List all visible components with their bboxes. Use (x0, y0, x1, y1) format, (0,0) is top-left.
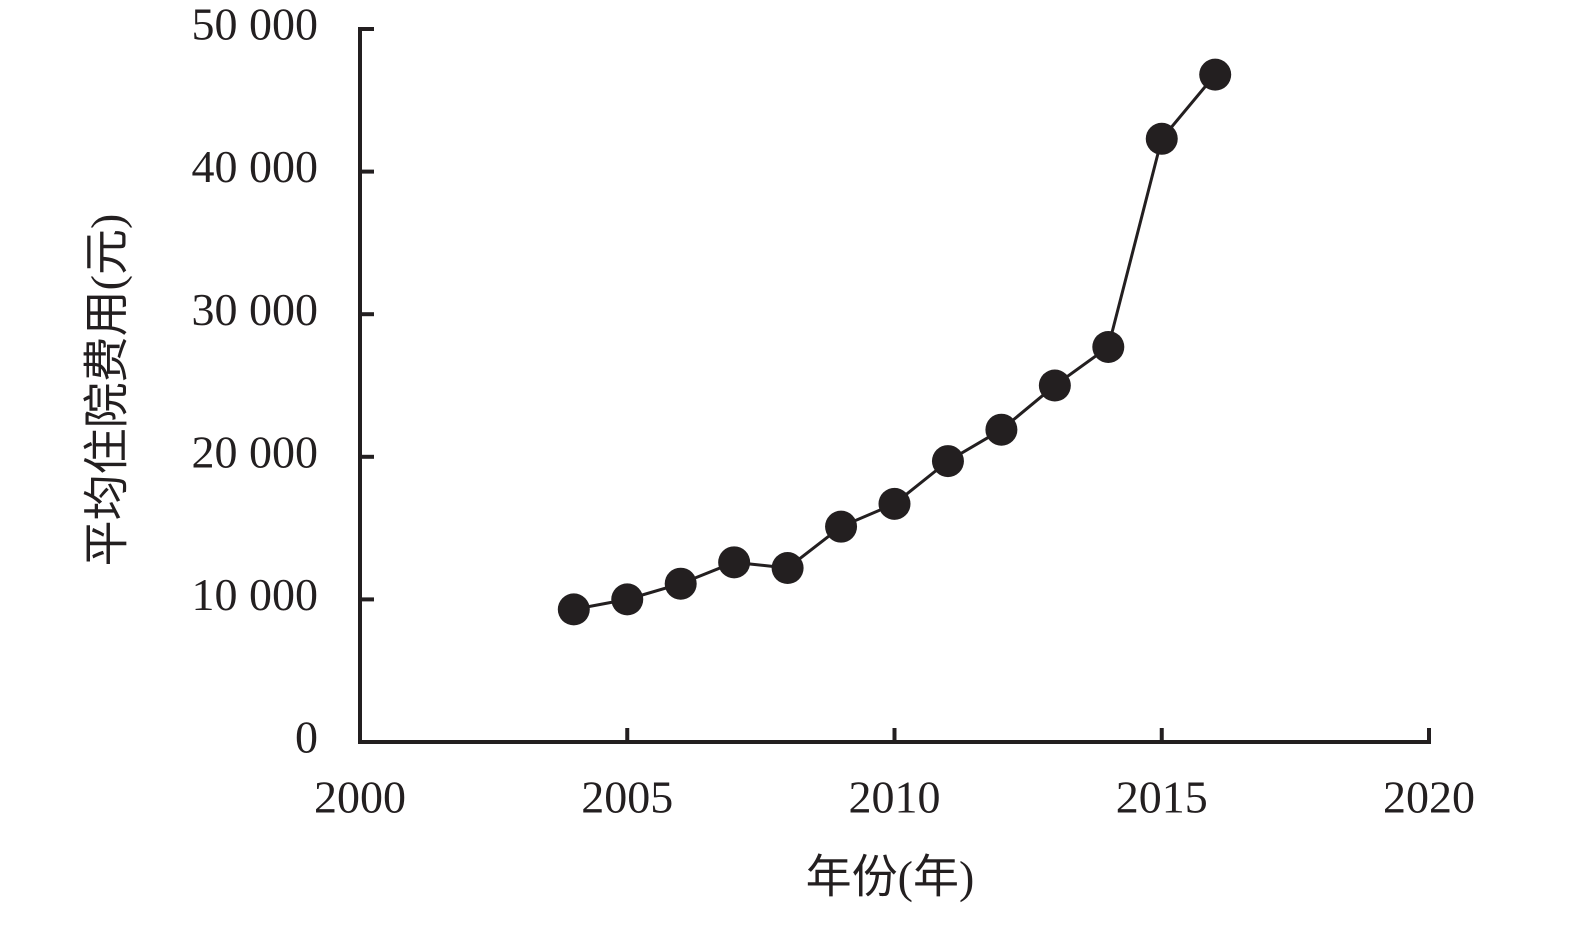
marker (1092, 330, 1125, 363)
y-tick-label: 20 000 (192, 426, 319, 477)
y-tick-label: 40 000 (192, 141, 319, 192)
x-tick-label: 2015 (1116, 772, 1208, 823)
y-tick-label: 0 (295, 712, 318, 763)
marker (1038, 369, 1071, 402)
x-tick-label: 2020 (1383, 772, 1475, 823)
marker (557, 593, 590, 626)
marker (771, 552, 804, 585)
y-axis-label: 平均住院费用(元) (82, 214, 133, 567)
y-tick-label: 10 000 (192, 569, 319, 620)
x-axis-label: 年份(年) (806, 852, 975, 903)
marker (718, 546, 751, 579)
marker (878, 487, 911, 520)
marker (664, 567, 697, 600)
marker (1145, 122, 1178, 155)
x-tick-label: 2010 (849, 772, 941, 823)
marker (1199, 58, 1232, 91)
y-tick-label: 30 000 (192, 284, 319, 335)
x-tick-label: 2005 (581, 772, 673, 823)
marker (611, 583, 644, 616)
marker (825, 510, 858, 543)
y-tick-label: 50 000 (192, 0, 319, 50)
x-tick-label: 2000 (314, 772, 406, 823)
marker (985, 413, 1018, 446)
marker (931, 445, 964, 478)
